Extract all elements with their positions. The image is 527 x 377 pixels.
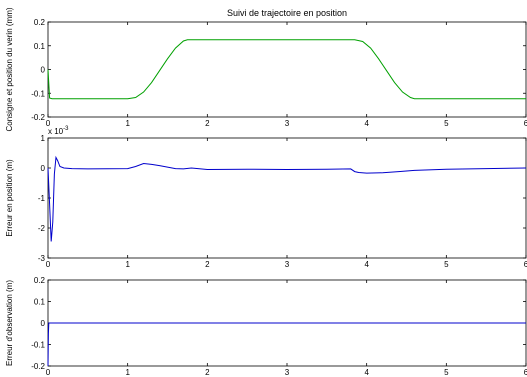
x-tick-label: 1 — [125, 119, 130, 128]
y-scale-multiplier: x 10-3 — [48, 126, 69, 136]
y-axis-label: Erreur d'observation (m) — [5, 280, 14, 366]
y-tick-label: 0.2 — [34, 276, 46, 285]
y-tick-label: 0.1 — [34, 298, 46, 307]
axes-frame — [47, 137, 527, 259]
subplot-1: 0 1 2 3 4 5 6 -0.2 -0.1 0 0.1 0.2 Suivi de trajectoi… — [5, 7, 527, 131]
subplot-2: 0 1 2 3 4 5 6 -3 -2 -1 0 1 Erreur en position (m) x 1… — [5, 126, 527, 269]
y-tick-label: -2 — [38, 224, 46, 233]
series-line-1 — [47, 322, 526, 367]
y-tick-label: -0.2 — [31, 362, 45, 371]
y-tick-label: 0.1 — [34, 42, 46, 51]
x-tick-label: 2 — [205, 260, 210, 269]
y-tick-label: 1 — [41, 134, 46, 143]
y-tick-label: -0.1 — [31, 89, 45, 98]
x-tick-label: 5 — [444, 119, 449, 128]
x-tick-label: 6 — [524, 119, 527, 128]
y-tick-label: -0.1 — [31, 341, 45, 350]
x-tick-label: 2 — [205, 368, 210, 377]
x-tick-label: 5 — [444, 368, 449, 377]
x-tick-label: 3 — [285, 368, 290, 377]
y-tick-label: 0 — [41, 66, 46, 75]
y-tick-label: 0 — [41, 164, 46, 173]
y-tick-label: 0.2 — [34, 18, 46, 27]
x-tick-label: 0 — [46, 368, 51, 377]
x-tick-label: 1 — [125, 260, 130, 269]
y-tick-label: -0.2 — [31, 113, 45, 122]
x-tick-label: 0 — [46, 260, 51, 269]
x-tick-label: 6 — [524, 260, 527, 269]
y-axis-label: Erreur en position (m) — [5, 159, 14, 237]
series-line-1 — [47, 155, 527, 242]
x-tick-label: 0 — [46, 119, 51, 128]
x-tick-label: 1 — [125, 368, 130, 377]
y-axis-label: Consigne et position du verin (mm) — [5, 7, 14, 131]
x-tick-label: 2 — [205, 119, 210, 128]
x-tick-label: 4 — [364, 260, 369, 269]
x-tick-label: 3 — [285, 260, 290, 269]
y-tick-label: -3 — [38, 254, 46, 263]
axes-frame — [47, 21, 527, 118]
x-tick-label: 3 — [285, 119, 290, 128]
chart-title: Suivi de trajectoire en position — [227, 8, 347, 18]
y-tick-label: -1 — [38, 194, 46, 203]
subplot-3: 0 1 2 3 4 5 6 -0.2 -0.1 0 0.1 0.2 Erreur d'observati… — [5, 276, 527, 377]
x-tick-label: 4 — [364, 368, 369, 377]
x-tick-label: 6 — [524, 368, 527, 377]
y-tick-label: 0 — [41, 319, 46, 328]
x-tick-label: 4 — [364, 119, 369, 128]
series-line-1 — [47, 39, 526, 100]
x-tick-label: 5 — [444, 260, 449, 269]
